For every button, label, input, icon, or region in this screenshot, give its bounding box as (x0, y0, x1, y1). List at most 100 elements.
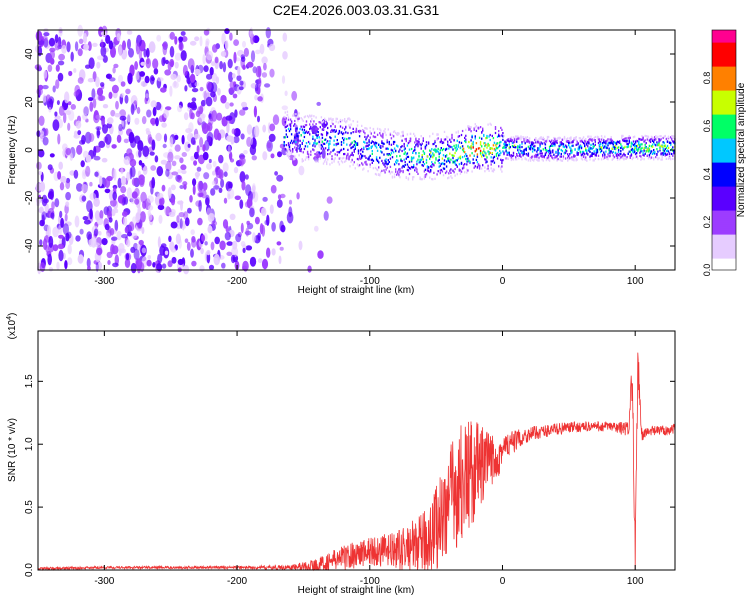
heatmap-cell (420, 178, 422, 181)
heatmap-cell (637, 148, 639, 151)
heatmap-cell (298, 117, 300, 120)
heatmap-cell (608, 141, 610, 144)
heatmap-cell (509, 137, 511, 140)
heatmap-cell (300, 117, 302, 120)
heatmap-cell (389, 172, 392, 175)
heatmap-cell (424, 168, 427, 171)
heatmap-cell (604, 153, 606, 156)
heatmap-cell (455, 144, 457, 147)
heatmap-cell (415, 144, 417, 147)
heatmap-cell (245, 184, 252, 196)
heatmap-cell (466, 171, 468, 174)
heatmap-cell (257, 65, 262, 78)
heatmap-cell (465, 134, 467, 137)
heatmap-cell (619, 140, 621, 143)
heatmap-cell (467, 160, 469, 163)
heatmap-cell (296, 148, 298, 151)
heatmap-cell (144, 96, 148, 105)
heatmap-cell (656, 153, 658, 156)
heatmap-cell (155, 117, 159, 127)
heatmap-cell (282, 32, 288, 42)
heatmap-cell (659, 139, 661, 142)
heatmap-cell (541, 158, 543, 161)
heatmap-cell (126, 187, 132, 199)
heatmap-cell (433, 164, 435, 167)
heatmap-cell (206, 163, 212, 170)
heatmap-cell (382, 145, 384, 148)
heatmap-cell (81, 184, 88, 193)
heatmap-cell (655, 136, 657, 139)
heatmap-cell (161, 122, 167, 128)
heatmap-cell (521, 142, 523, 145)
heatmap-cell (101, 157, 108, 163)
heatmap-cell (378, 143, 380, 146)
colorbar-swatch (712, 42, 736, 45)
colorbar-swatch (712, 44, 736, 47)
heatmap-cell (577, 153, 579, 156)
heatmap-cell (229, 102, 234, 107)
heatmap-cell (343, 156, 345, 159)
heatmap-cell (627, 145, 629, 148)
heatmap-cell (588, 149, 590, 152)
heatmap-cell (201, 234, 206, 242)
heatmap-cell (150, 100, 157, 108)
heatmap-cell (156, 263, 163, 272)
heatmap-cell (469, 160, 471, 163)
heatmap-cell (476, 155, 479, 158)
heatmap-cell (457, 130, 459, 133)
heatmap-cell (418, 141, 420, 144)
heatmap-cell (646, 154, 648, 157)
heatmap-cell (408, 141, 411, 144)
heatmap-cell (421, 178, 423, 181)
heatmap-cell (283, 117, 285, 120)
heatmap-cell (569, 141, 571, 144)
colorbar-swatch (712, 134, 736, 137)
heatmap-cell (638, 143, 640, 146)
heatmap-cell (546, 135, 549, 139)
heatmap-cell (296, 134, 298, 138)
heatmap-cell (349, 155, 351, 158)
heatmap-cell (329, 142, 331, 145)
heatmap-cell (434, 148, 436, 151)
heatmap-cell (316, 154, 318, 157)
heatmap-cell (650, 145, 653, 148)
heatmap-cell (519, 148, 521, 151)
heatmap-cell (357, 152, 360, 155)
heatmap-cell (443, 138, 446, 141)
heatmap-cell (628, 138, 630, 141)
heatmap-cell (401, 166, 403, 169)
heatmap-cell (58, 27, 63, 37)
heatmap-cell (556, 159, 558, 162)
heatmap-cell (660, 138, 662, 141)
heatmap-cell (556, 137, 558, 141)
heatmap-cell (345, 157, 347, 160)
heatmap-cell (83, 43, 90, 51)
heatmap-cell (202, 144, 206, 152)
heatmap-cell (296, 127, 298, 130)
heatmap-cell (415, 152, 417, 155)
heatmap-cell (278, 255, 282, 265)
heatmap-cell (347, 118, 349, 121)
heatmap-cell (512, 145, 515, 148)
heatmap-cell (219, 155, 223, 161)
heatmap-cell (650, 138, 653, 141)
heatmap-cell (493, 155, 496, 158)
heatmap-cell (475, 158, 478, 161)
heatmap-cell (284, 90, 288, 97)
heatmap-cell (665, 153, 668, 156)
heatmap-cell (444, 155, 447, 158)
heatmap-cell (485, 161, 487, 164)
heatmap-cell (642, 153, 644, 156)
heatmap-cell (381, 141, 383, 144)
heatmap-cell (43, 70, 48, 79)
heatmap-cell (644, 143, 646, 146)
heatmap-cell (494, 127, 497, 130)
heatmap-cell (346, 143, 348, 146)
colorbar-tick-label: 0.6 (702, 120, 712, 133)
heatmap-cell (402, 169, 404, 173)
heatmap-cell (554, 144, 556, 147)
heatmap-cell (194, 36, 200, 42)
heatmap-cell (441, 157, 444, 160)
heatmap-cell (658, 140, 660, 143)
colorbar-swatch (712, 58, 736, 61)
